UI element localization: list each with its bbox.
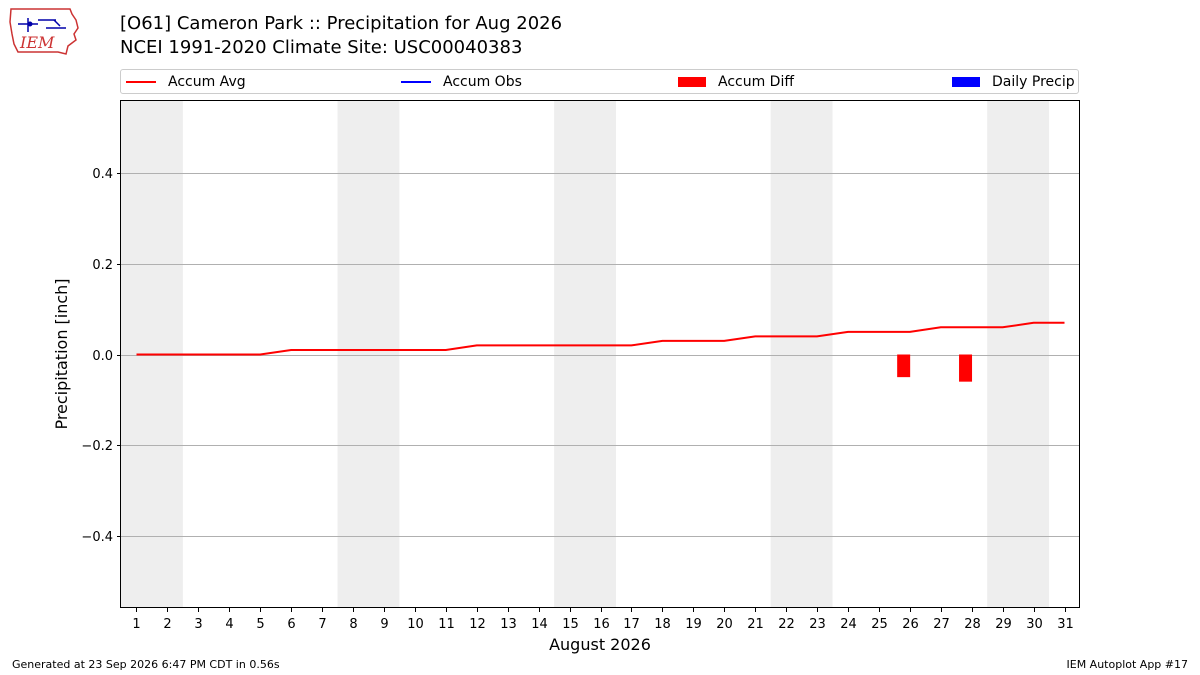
x-tick-label: 1 bbox=[132, 617, 140, 632]
x-tick-label: 19 bbox=[685, 617, 702, 632]
x-tick-label: 16 bbox=[593, 617, 610, 632]
x-tick-label: 23 bbox=[809, 617, 826, 632]
x-axis-ticks: 1 2 3 4 5 6 7 8 9 10 11 12 13 14 15 16 17 18 19 20 21 22 23 24 2… bbox=[132, 608, 1074, 632]
chart-title: [O61] Cameron Park :: Precipitation for … bbox=[120, 13, 563, 34]
x-tick-label: 5 bbox=[256, 617, 264, 632]
legend-label-accum-obs: Accum Obs bbox=[443, 73, 522, 90]
y-axis-ticks: 0.4 0.2 0.0 −0.2 −0.4 bbox=[81, 167, 121, 545]
x-tick-label: 3 bbox=[194, 617, 202, 632]
legend-swatch-accum-obs bbox=[401, 80, 431, 83]
legend-swatch-accum-diff bbox=[678, 76, 706, 87]
x-axis-label: August 2026 bbox=[549, 635, 651, 654]
x-tick-label: 31 bbox=[1057, 617, 1074, 632]
x-tick-label: 28 bbox=[964, 617, 981, 632]
accum-diff-bar bbox=[897, 354, 911, 378]
x-tick-label: 11 bbox=[438, 617, 455, 632]
accum-diff-bar bbox=[959, 354, 973, 382]
legend-item-daily-precip: Daily Precip bbox=[952, 70, 1075, 93]
legend-item-accum-obs: Accum Obs bbox=[401, 70, 522, 93]
weekend-band-3 bbox=[770, 101, 833, 608]
legend-item-accum-diff: Accum Diff bbox=[678, 70, 794, 93]
legend-swatch-accum-avg bbox=[126, 80, 156, 83]
x-tick-label: 29 bbox=[995, 617, 1012, 632]
y-tick-label: 0.0 bbox=[92, 349, 113, 364]
plot-frame bbox=[120, 100, 1080, 608]
y-gridlines bbox=[121, 173, 1080, 537]
x-tick-label: 8 bbox=[349, 617, 357, 632]
iem-logo: IEM bbox=[8, 6, 80, 58]
y-axis-label: Precipitation [inch] bbox=[52, 278, 71, 429]
legend-label-accum-avg: Accum Avg bbox=[168, 73, 246, 90]
footer-app-text: IEM Autoplot App #17 bbox=[1066, 658, 1189, 671]
y-tick-label: 0.4 bbox=[92, 167, 113, 182]
x-tick-label: 7 bbox=[318, 617, 326, 632]
weekend-band-1 bbox=[337, 101, 400, 608]
weekend-band-2 bbox=[554, 101, 616, 608]
legend-label-daily-precip: Daily Precip bbox=[992, 73, 1075, 90]
chart-subtitle: NCEI 1991-2020 Climate Site: USC00040383 bbox=[120, 37, 523, 58]
x-tick-label: 14 bbox=[531, 617, 548, 632]
x-tick-label: 4 bbox=[225, 617, 233, 632]
x-tick-label: 9 bbox=[380, 617, 388, 632]
x-tick-label: 20 bbox=[716, 617, 733, 632]
chart-legend: Accum Avg Accum Obs Accum Diff Daily Pre… bbox=[120, 69, 1079, 94]
x-tick-label: 13 bbox=[500, 617, 517, 632]
x-tick-label: 6 bbox=[287, 617, 295, 632]
x-tick-label: 10 bbox=[407, 617, 424, 632]
x-tick-label: 21 bbox=[747, 617, 764, 632]
weekend-band-4 bbox=[987, 101, 1050, 608]
x-tick-label: 12 bbox=[469, 617, 486, 632]
x-tick-label: 27 bbox=[933, 617, 950, 632]
x-tick-label: 30 bbox=[1026, 617, 1043, 632]
x-tick-label: 2 bbox=[163, 617, 171, 632]
x-tick-label: 18 bbox=[654, 617, 671, 632]
accum-avg-line bbox=[136, 321, 1065, 356]
logo-text: IEM bbox=[19, 33, 55, 52]
accum-diff-bars bbox=[897, 354, 973, 382]
x-tick-label: 15 bbox=[562, 617, 579, 632]
x-tick-label: 24 bbox=[840, 617, 857, 632]
x-tick-label: 26 bbox=[902, 617, 919, 632]
accum-avg-line-group bbox=[136, 321, 1065, 356]
legend-swatch-daily-precip bbox=[952, 76, 980, 87]
y-tick-label: −0.4 bbox=[81, 530, 113, 545]
x-tick-label: 17 bbox=[623, 617, 640, 632]
legend-item-accum-avg: Accum Avg bbox=[126, 70, 246, 93]
footer-generated-text: Generated at 23 Sep 2026 6:47 PM CDT in … bbox=[12, 658, 280, 671]
x-tick-label: 22 bbox=[778, 617, 795, 632]
y-tick-label: −0.2 bbox=[81, 439, 113, 454]
x-tick-label: 25 bbox=[871, 617, 888, 632]
legend-label-accum-diff: Accum Diff bbox=[718, 73, 795, 90]
y-tick-label: 0.2 bbox=[92, 258, 113, 273]
